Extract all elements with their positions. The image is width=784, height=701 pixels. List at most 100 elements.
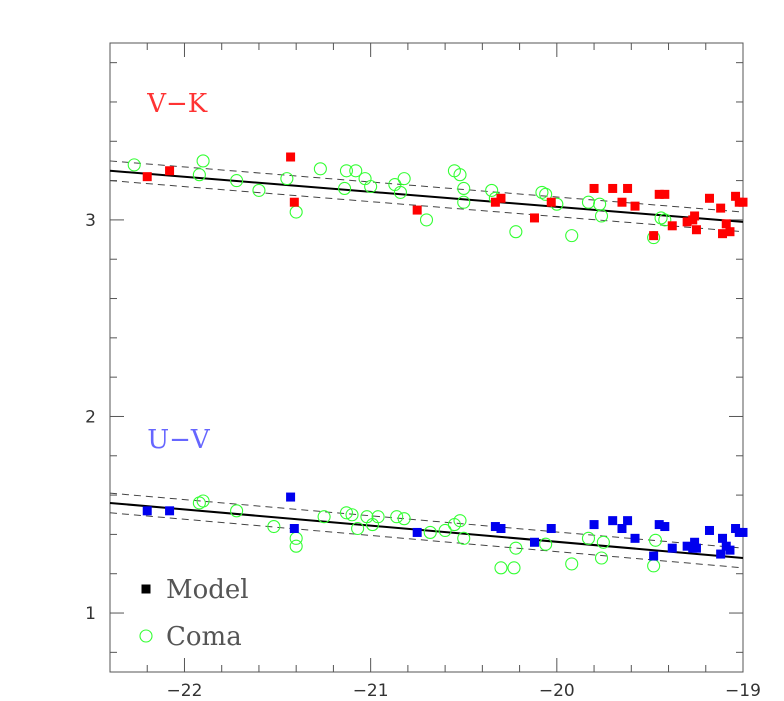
model-point	[682, 217, 692, 227]
coma-point	[313, 162, 327, 176]
x-tick-label: −21	[353, 681, 389, 701]
coma-point	[358, 172, 372, 186]
model-point	[660, 189, 670, 199]
legend-model-marker	[141, 584, 151, 594]
model-point	[725, 545, 735, 555]
coma-point	[230, 174, 244, 188]
model-point	[667, 543, 677, 553]
coma-points	[127, 154, 672, 575]
model-point	[704, 525, 714, 535]
coma-point	[127, 158, 141, 172]
model-point	[617, 524, 627, 534]
coma-point	[339, 164, 353, 178]
model-point	[142, 506, 152, 516]
coma-point	[397, 172, 411, 186]
coma-point	[658, 213, 672, 227]
model-point	[142, 172, 152, 182]
fit-line	[109, 169, 744, 223]
model-point	[617, 197, 627, 207]
model-point	[654, 520, 664, 530]
model-point	[623, 516, 633, 526]
model-point	[165, 506, 175, 516]
model-point	[546, 197, 556, 207]
model-point	[649, 551, 659, 561]
model-point	[690, 211, 700, 221]
legend-coma-marker	[139, 629, 153, 643]
coma-point	[267, 519, 281, 534]
model-point	[490, 522, 500, 532]
coma-point	[397, 512, 411, 526]
coma-point	[280, 172, 294, 186]
coma-point	[457, 195, 471, 209]
coma-point	[648, 533, 663, 547]
model-point	[490, 197, 500, 207]
coma-point	[252, 183, 266, 197]
legend-label: Model	[166, 575, 249, 605]
coma-point	[230, 504, 244, 518]
coma-point	[596, 535, 610, 549]
coma-point	[196, 154, 210, 168]
model-point	[630, 533, 640, 543]
coma-point	[338, 181, 352, 196]
model-point	[623, 183, 633, 193]
coma-point	[594, 209, 609, 223]
coma-point	[423, 525, 437, 539]
coma-point	[289, 539, 303, 553]
lower-band-line	[109, 512, 744, 569]
coma-point	[581, 531, 596, 545]
model-point	[738, 197, 748, 207]
model-point	[608, 516, 618, 526]
coma-point	[485, 183, 499, 197]
coma-point	[593, 197, 607, 211]
series-label: U−V	[147, 425, 211, 455]
model-point	[716, 203, 726, 213]
coma-point	[390, 510, 404, 524]
coma-point	[539, 537, 553, 551]
x-tick-label: −20	[539, 681, 575, 701]
model-points	[142, 152, 748, 561]
model-point	[725, 227, 735, 237]
fit-line	[109, 501, 744, 559]
x-tick-label: −22	[167, 681, 203, 701]
coma-point	[565, 557, 579, 571]
model-point	[716, 549, 726, 559]
lower-band-line	[109, 180, 744, 233]
model-point	[608, 183, 618, 193]
coma-point	[364, 179, 378, 194]
coma-point	[360, 510, 374, 524]
model-point	[289, 524, 299, 534]
coma-point	[289, 205, 303, 219]
legend-label: Coma	[166, 622, 242, 652]
model-point	[718, 229, 728, 239]
coma-point	[192, 168, 206, 182]
model-point	[667, 221, 677, 231]
coma-point	[371, 510, 385, 524]
model-point	[682, 541, 692, 551]
coma-point	[453, 514, 467, 528]
coma-point	[581, 195, 596, 209]
model-point	[660, 522, 670, 532]
coma-point	[393, 185, 407, 199]
coma-point	[539, 187, 553, 201]
coma-point	[438, 523, 452, 538]
coma-point	[419, 213, 434, 227]
series-labels: V−K U−V	[146, 89, 211, 455]
y-tick-label: 3	[85, 211, 96, 231]
coma-point	[345, 508, 359, 522]
model-point	[496, 193, 506, 203]
model-point	[546, 524, 556, 534]
fit-lines	[109, 169, 744, 559]
upper-band-line	[109, 160, 744, 213]
model-point	[529, 537, 539, 547]
model-point	[529, 213, 539, 223]
model-point	[286, 152, 296, 162]
coma-point	[594, 551, 609, 565]
model-point	[589, 520, 599, 530]
coma-point	[317, 510, 331, 524]
coma-point	[565, 229, 579, 243]
model-point	[654, 189, 664, 199]
coma-point	[349, 164, 363, 178]
model-point	[691, 225, 701, 235]
model-point	[738, 527, 748, 537]
